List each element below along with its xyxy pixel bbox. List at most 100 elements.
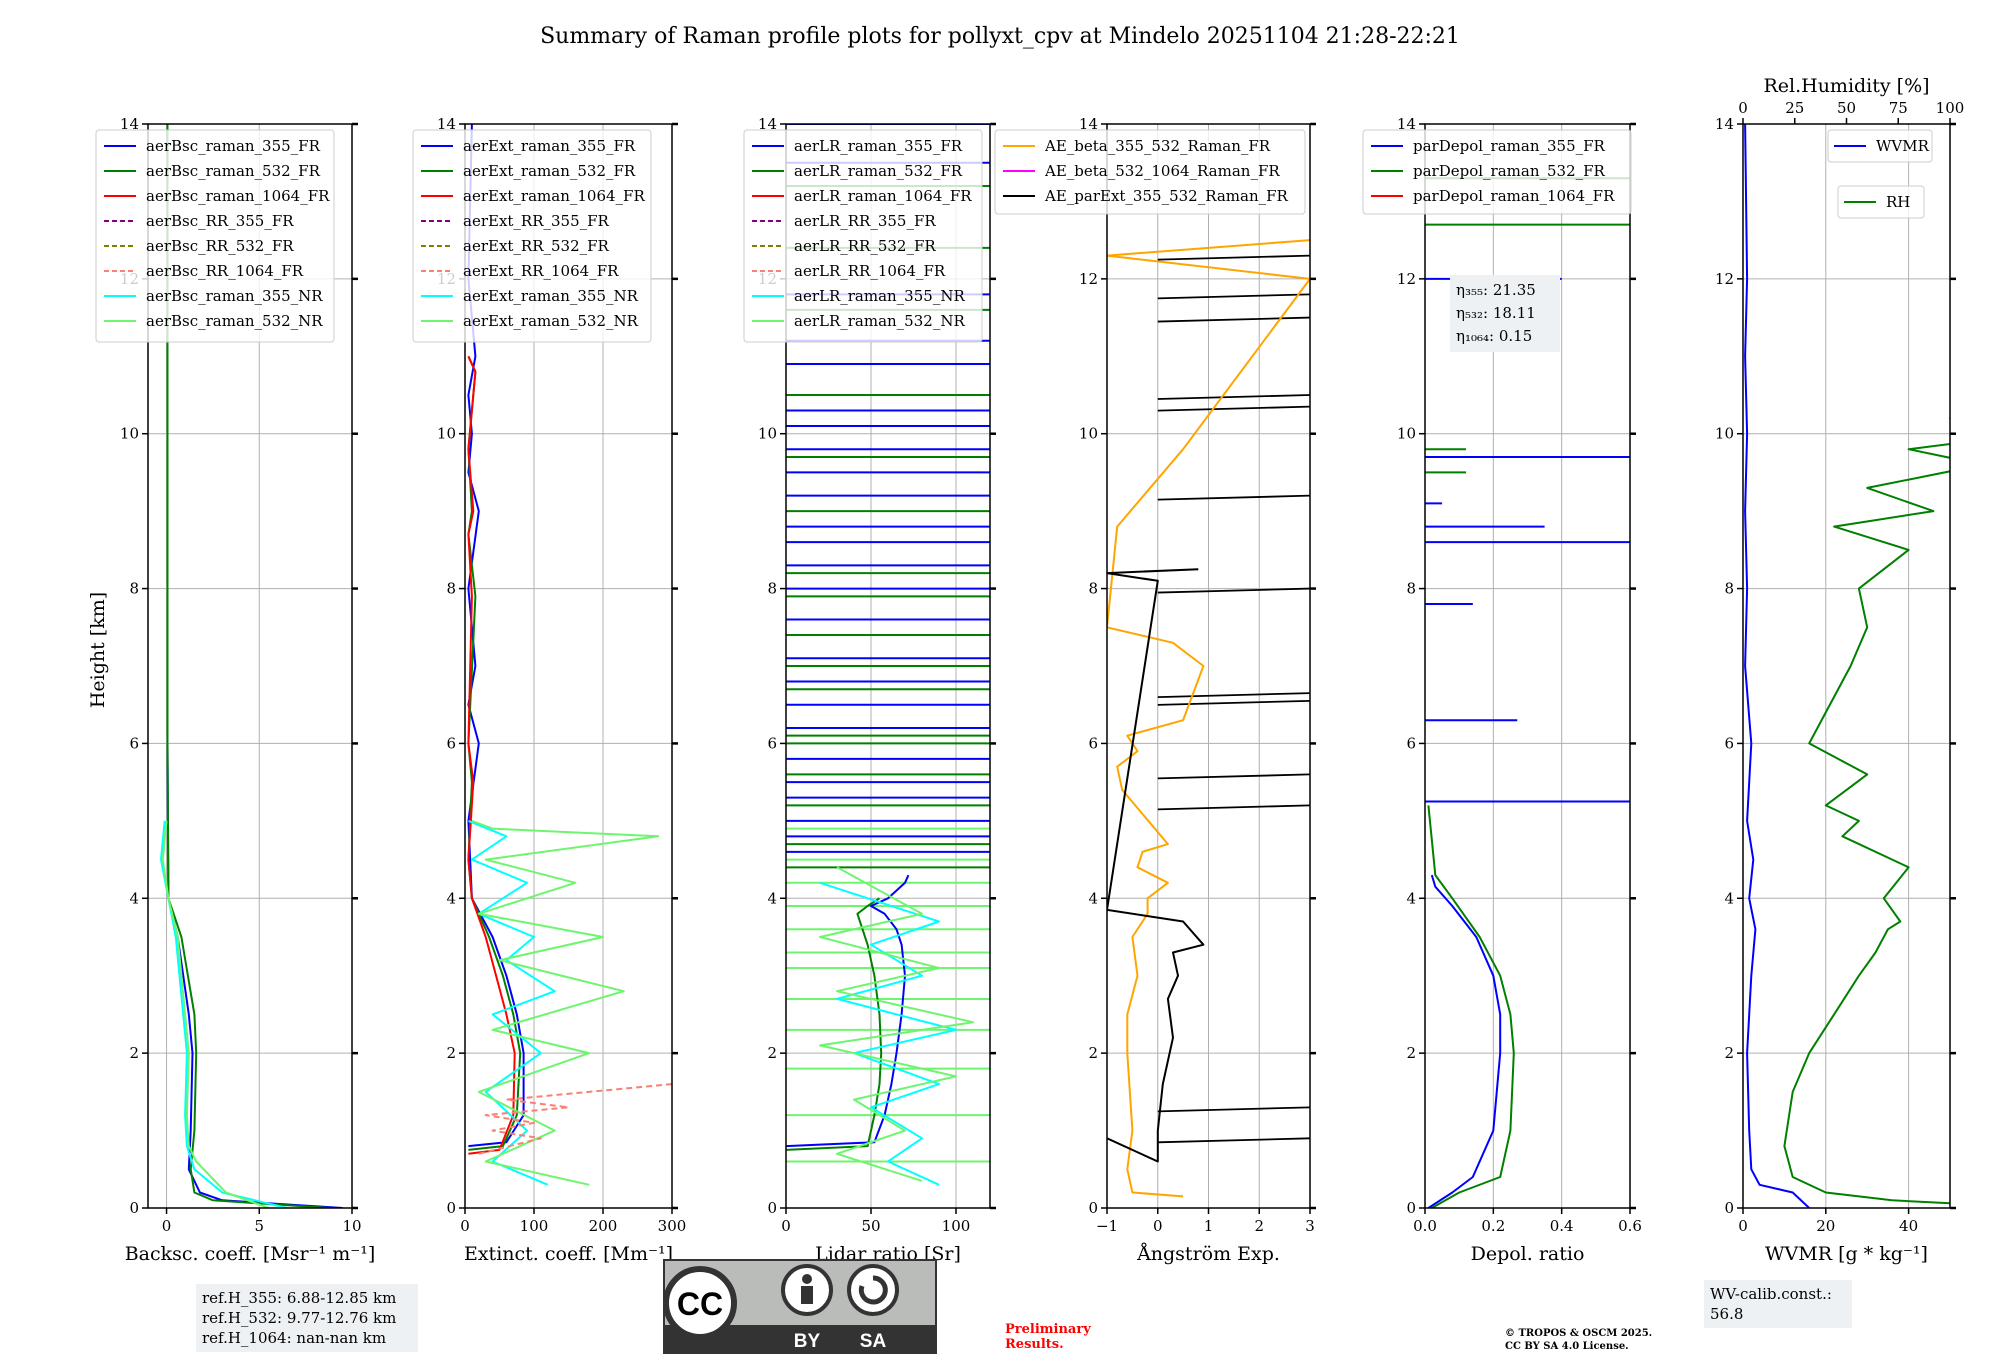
x-tick-label: 300 (658, 1217, 687, 1235)
y-tick-label: 14 (1715, 115, 1734, 133)
y-tick-label: 8 (1406, 580, 1416, 598)
legend-box-rh (1837, 185, 1925, 219)
wv-calibration-constant: WV-calib.const.: 56.8 (1710, 1285, 1832, 1323)
x-tick-label: 2 (1254, 1217, 1264, 1235)
ae-parext-segment (1157, 773, 1310, 780)
legend-entry: parDepol_raman_1064_FR (1413, 187, 1615, 205)
series-aerExt_raman_355_FR (467, 124, 525, 1148)
eta-532: η₅₃₂: 18.11 (1456, 304, 1536, 322)
series-parDepol_raman_532_FR (1427, 805, 1515, 1208)
legend-entry: AE_parExt_355_532_Raman_FR (1044, 187, 1289, 205)
y-tick-label: 8 (1724, 580, 1734, 598)
x-tick-label: 1 (1204, 1217, 1214, 1235)
legend: aerLR_raman_355_FR aerLR_raman_532_FR aerL… (743, 129, 983, 343)
series-aerLR_raman_355_FR (786, 874, 910, 1148)
y-tick-label: 10 (437, 425, 456, 443)
legend-box (412, 129, 652, 343)
series-aerExt_raman_532_NR (471, 819, 660, 1186)
ae-parext-segment (1157, 692, 1310, 698)
y-tick-label: 10 (1715, 425, 1734, 443)
sa-share-alike-icon (847, 1264, 899, 1316)
legend-entry: aerExt_raman_532_NR (463, 312, 639, 330)
series-aerBsc_raman_532_NR (161, 820, 269, 1208)
x-tick-label: 0 (460, 1217, 470, 1235)
series-aerLR_raman_532_FR (786, 897, 883, 1151)
legend-entry: aerLR_RR_355_FR (794, 212, 936, 230)
legend-entry: aerLR_raman_1064_FR (794, 187, 972, 205)
x-tick-label: 40 (1899, 1217, 1918, 1235)
top-x-tick-label: 50 (1837, 99, 1856, 117)
y-tick-label: 6 (129, 734, 139, 752)
legend-entry: aerExt_raman_1064_FR (463, 187, 645, 205)
x-axis-label: Extinct. coeff. [Mm⁻¹] (464, 1243, 673, 1265)
legend-entry: parDepol_raman_532_FR (1413, 162, 1606, 180)
legend-entry: aerExt_raman_532_FR (463, 162, 636, 180)
y-tick-label: 14 (758, 115, 777, 133)
legend-entry: RH (1886, 193, 1910, 211)
legend-entry: aerLR_raman_532_FR (794, 162, 963, 180)
eta-355: η₃₅₅: 21.35 (1456, 281, 1536, 299)
series-aerExt_raman_1064_FR (467, 355, 516, 1155)
y-tick-label: 4 (767, 889, 777, 907)
x-tick-label: 0 (1153, 1217, 1163, 1235)
series-aerExt_RR_1064_FR (478, 1083, 672, 1155)
y-tick-label: 12 (1079, 270, 1098, 288)
ae-parext-segment (1157, 1106, 1310, 1113)
ae-parext-segment (1157, 405, 1310, 412)
legend-entry: WVMR (1876, 137, 1930, 155)
y-tick-label: 6 (767, 734, 777, 752)
panel-2: 024681012140100200300Extinct. coeff. [Mm… (412, 115, 687, 1265)
y-tick-label: 2 (1088, 1044, 1098, 1062)
plot-area (160, 124, 343, 1208)
preliminary-label: Preliminary (1005, 1322, 1091, 1337)
top-x-tick-label: 25 (1785, 99, 1804, 117)
ae-parext-segment (1157, 804, 1310, 811)
legend-box (1362, 129, 1632, 215)
panel-3: 02468101214050100Lidar ratio [Sr]aerLR_r… (743, 115, 996, 1265)
legend-entry: aerLR_RR_532_FR (794, 237, 936, 255)
legend-entry: aerExt_RR_1064_FR (463, 262, 619, 280)
legend-entry: aerBsc_raman_532_FR (146, 162, 321, 180)
x-tick-label: 0.4 (1550, 1217, 1574, 1235)
plot-area (786, 124, 990, 1186)
legend-entry: AE_beta_355_532_Raman_FR (1044, 137, 1271, 155)
x-tick-label: 0 (1738, 1217, 1748, 1235)
ae-parext-segment (1157, 254, 1310, 261)
top-x-tick-label: 75 (1889, 99, 1908, 117)
ae-parext-segment (1157, 587, 1310, 594)
ref-height-1064: ref.H_1064: nan-nan km (202, 1329, 387, 1347)
y-tick-label: 4 (1088, 889, 1098, 907)
x-tick-label: 20 (1816, 1217, 1835, 1235)
ae-parext-segment (1157, 394, 1310, 400)
legend: aerBsc_raman_355_FR aerBsc_raman_532_FRae… (95, 129, 335, 343)
plot-area (1744, 124, 1950, 1208)
copyright-line-2: CC BY SA 4.0 License. (1505, 1341, 1629, 1352)
y-tick-label: 2 (767, 1044, 777, 1062)
y-tick-label: 6 (1088, 734, 1098, 752)
by-text: BY (794, 1331, 821, 1352)
x-tick-label: 5 (254, 1217, 264, 1235)
x-tick-label: 200 (589, 1217, 618, 1235)
y-tick-label: 12 (1715, 270, 1734, 288)
x-axis-label: WVMR [g * kg⁻¹] (1765, 1243, 1928, 1265)
y-tick-label: 14 (1397, 115, 1416, 133)
sa-text: SA (860, 1331, 887, 1352)
y-tick-label: 6 (1406, 734, 1416, 752)
y-tick-label: 0 (767, 1199, 777, 1217)
y-tick-label: 0 (129, 1199, 139, 1217)
legend-entry: aerLR_raman_532_NR (794, 312, 965, 330)
y-tick-label: 10 (1079, 425, 1098, 443)
series-aerExt_raman_355_NR (468, 819, 556, 1186)
legend: AE_beta_355_532_Raman_FR AE_beta_532_1064… (994, 129, 1306, 215)
y-tick-label: 6 (1724, 734, 1734, 752)
axes-frame (1424, 123, 1631, 1209)
y-tick-label: 2 (129, 1044, 139, 1062)
axes-frame (785, 123, 991, 1209)
y-tick-label: 4 (446, 889, 456, 907)
axes-frame (464, 123, 673, 1209)
legend-entry: aerExt_RR_355_FR (463, 212, 610, 230)
x-tick-label: 0.6 (1618, 1217, 1642, 1235)
x-tick-label: −1 (1096, 1217, 1118, 1235)
y-tick-label: 12 (1397, 270, 1416, 288)
